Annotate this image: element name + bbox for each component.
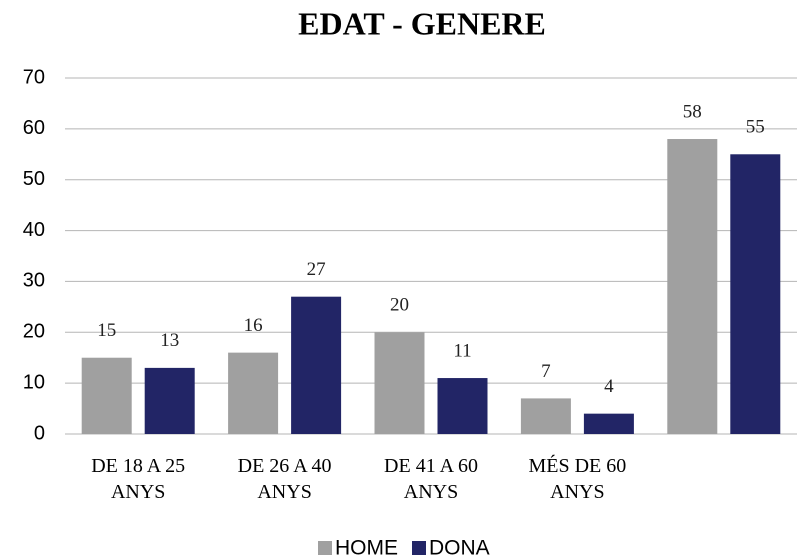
bar [291, 296, 342, 434]
bar [144, 367, 195, 434]
data-label: 27 [307, 259, 326, 280]
bar [437, 378, 488, 434]
legend-label: DONA [429, 537, 490, 560]
data-label: 58 [683, 101, 702, 122]
bar [520, 398, 571, 434]
y-tick-label: 60 [23, 117, 45, 139]
x-tick-label: DE 18 A 25 ANYS [91, 455, 186, 503]
data-label: 7 [541, 361, 551, 382]
y-tick-label: 40 [23, 219, 45, 241]
bar [667, 139, 718, 434]
y-tick-label: 20 [23, 321, 45, 343]
chart-title: EDAT - GENERE [298, 5, 546, 41]
x-tick-label: MÉS DE 60 ANYS [528, 455, 627, 503]
bar [730, 154, 781, 435]
bar [583, 413, 634, 434]
data-label: 16 [244, 315, 263, 336]
data-label: 13 [160, 330, 179, 351]
data-label: 55 [746, 117, 765, 138]
data-label: 20 [390, 295, 409, 316]
y-tick-label: 50 [23, 168, 45, 190]
y-tick-label: 10 [23, 371, 45, 393]
y-tick-label: 30 [23, 270, 45, 292]
x-tick-label: DE 26 A 40 ANYS [237, 455, 332, 503]
data-label: 4 [604, 376, 614, 397]
legend-swatch [412, 541, 426, 555]
bar [228, 352, 279, 434]
data-label: 15 [97, 320, 116, 341]
bar [374, 332, 425, 434]
legend-swatch [318, 541, 332, 555]
data-label: 11 [453, 340, 471, 361]
y-tick-label: 70 [23, 66, 45, 88]
x-tick-label: DE 41 A 60 ANYS [384, 455, 478, 503]
bar [81, 357, 132, 434]
y-tick-label: 0 [34, 422, 45, 444]
legend-label: HOME [335, 537, 398, 560]
